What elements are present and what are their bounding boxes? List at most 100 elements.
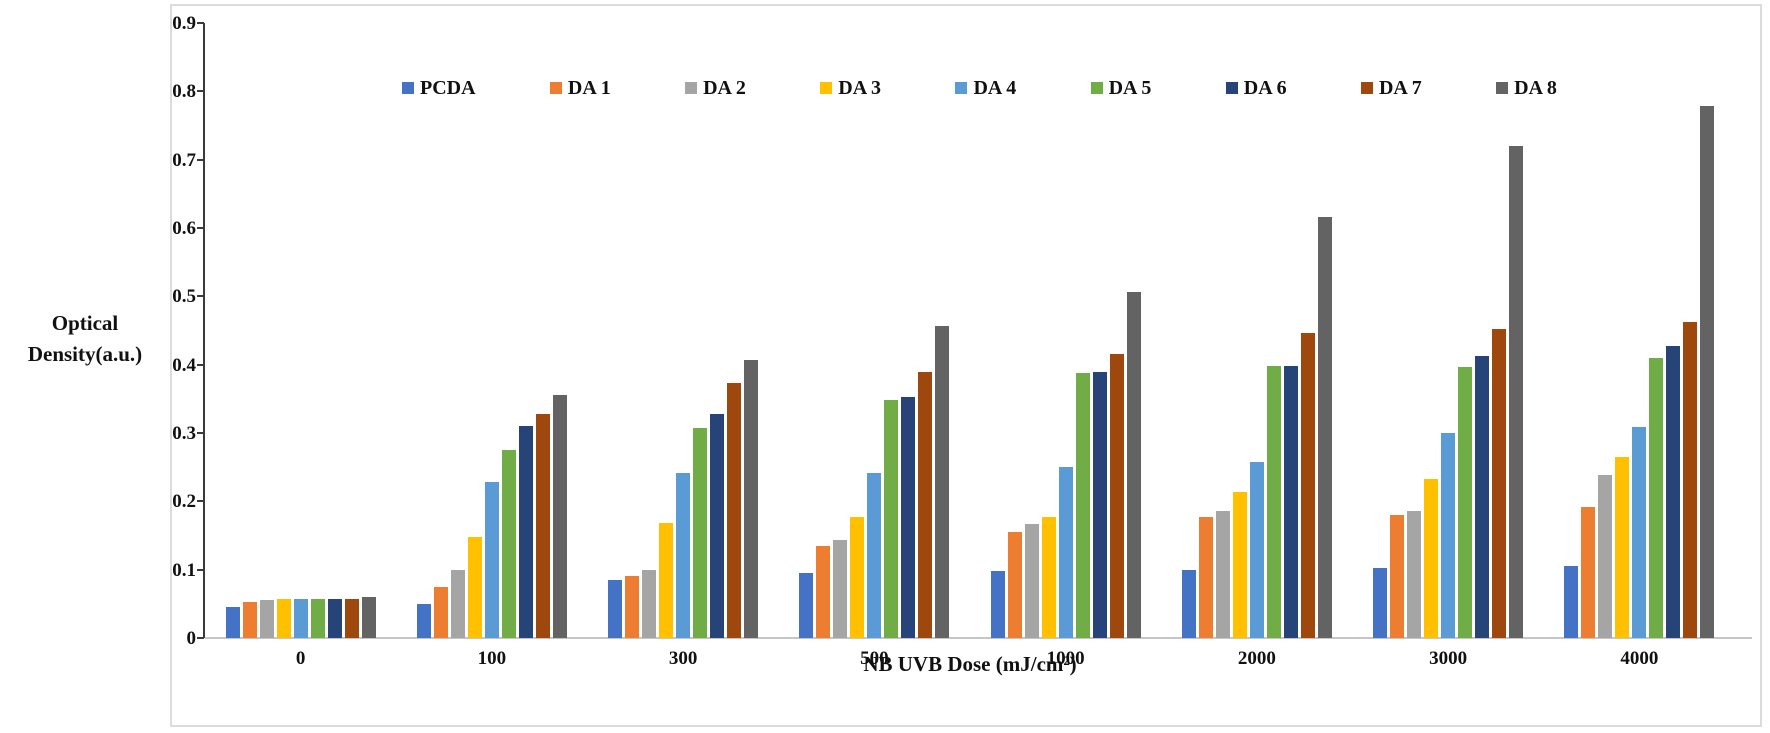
y-tick-label-0.4: 0.4 xyxy=(172,354,196,376)
bar-da4-dose-100 xyxy=(484,482,499,638)
y-tick-label-0.2: 0.2 xyxy=(172,491,196,513)
bar-da2-dose-3000 xyxy=(1407,511,1422,638)
legend-label: DA 7 xyxy=(1378,76,1422,99)
legend-entry-da7: DA 7 xyxy=(1360,76,1422,100)
y-tick-mark xyxy=(197,637,204,639)
y-tick-label-0.7: 0.7 xyxy=(172,149,196,171)
bar-da8-dose-4000 xyxy=(1700,106,1715,638)
bar-da6-dose-100 xyxy=(518,426,533,638)
y-tick-label-0.9: 0.9 xyxy=(172,13,196,34)
bar-da5-dose-100 xyxy=(501,450,516,638)
legend-entry-da3: DA 3 xyxy=(820,77,881,100)
bar-da8-dose-2000 xyxy=(1317,217,1332,638)
x-axis-category-labels: 0 100 300 500 1000 2000 3000 4000 xyxy=(205,648,1735,670)
x-category-label-100: 100 xyxy=(477,648,507,669)
bar-da7-dose-4000 xyxy=(1683,322,1698,638)
x-category-label-4000: 4000 xyxy=(1620,648,1659,669)
bar-group-4000 xyxy=(1544,23,1735,638)
bar-da2-dose-300 xyxy=(642,570,657,638)
legend-entry-da5: DA 5 xyxy=(1090,77,1151,100)
bar-da2-dose-1000 xyxy=(1024,524,1039,638)
plot-area xyxy=(205,23,1735,638)
y-tick-mark xyxy=(197,158,204,161)
bar-pcda-dose-3000 xyxy=(1373,568,1388,638)
bar-da2-dose-100 xyxy=(450,570,465,638)
x-category-label-1000: 1000 xyxy=(1046,648,1085,669)
bar-da3-dose-300 xyxy=(659,523,674,638)
x-category-label-3000: 3000 xyxy=(1429,648,1468,669)
bar-da5-dose-2000 xyxy=(1266,366,1281,638)
bar-da8-dose-1000 xyxy=(1126,292,1141,638)
y-tick-mark xyxy=(197,568,204,571)
bar-da4-dose-0 xyxy=(293,599,308,638)
bar-da3-dose-500 xyxy=(850,517,865,638)
y-tick-label-0.6: 0.6 xyxy=(172,218,196,239)
y-axis-title-line1: Optical xyxy=(51,311,119,335)
bar-da7-dose-100 xyxy=(535,414,550,638)
bar-da6-dose-2000 xyxy=(1283,366,1298,638)
legend-swatch-icon xyxy=(1360,82,1373,94)
y-axis-title-line2: Density(a.u.) xyxy=(27,342,143,366)
bar-da8-dose-0 xyxy=(361,597,376,638)
bar-da3-dose-0 xyxy=(276,599,291,638)
bar-group-1000 xyxy=(970,23,1161,638)
legend-label: DA 2 xyxy=(703,76,746,99)
bar-pcda-dose-500 xyxy=(799,573,814,638)
y-tick-mark xyxy=(197,500,204,503)
legend-swatch-icon xyxy=(549,82,562,94)
bar-da6-dose-500 xyxy=(901,397,916,638)
bar-pcda-dose-1000 xyxy=(990,571,1005,638)
legend-swatch-icon xyxy=(685,82,698,94)
bar-group-100 xyxy=(396,23,587,638)
legend-label: DA 3 xyxy=(838,76,882,99)
bar-da8-dose-100 xyxy=(552,395,567,638)
bar-da3-dose-1000 xyxy=(1041,517,1056,638)
x-category-label-2000: 2000 xyxy=(1237,648,1276,669)
y-tick-label-0.8: 0.8 xyxy=(172,81,196,103)
legend-label: DA 8 xyxy=(1514,76,1557,99)
bar-group-300 xyxy=(588,23,779,638)
bar-da1-dose-4000 xyxy=(1581,507,1596,638)
legend-label: DA 6 xyxy=(1243,76,1287,99)
y-tick-mark xyxy=(197,90,204,93)
y-tick-label-0: 0 xyxy=(186,628,197,649)
bar-da1-dose-0 xyxy=(242,602,257,638)
bar-da8-dose-300 xyxy=(744,360,759,638)
bar-da7-dose-500 xyxy=(918,372,933,638)
bar-da4-dose-300 xyxy=(676,473,691,638)
bar-da2-dose-4000 xyxy=(1598,475,1613,638)
bar-da1-dose-300 xyxy=(625,576,640,638)
legend-entry-da2: DA 2 xyxy=(685,77,746,100)
bar-da7-dose-0 xyxy=(344,599,359,638)
y-axis-line xyxy=(203,23,205,638)
bar-da6-dose-0 xyxy=(327,599,342,638)
bar-da4-dose-1000 xyxy=(1058,467,1073,638)
legend-label: DA 4 xyxy=(973,76,1017,99)
bar-da4-dose-500 xyxy=(867,473,882,638)
y-tick-label-0.1: 0.1 xyxy=(172,559,196,581)
bar-pcda-dose-4000 xyxy=(1564,566,1579,638)
legend-entry-da6: DA 6 xyxy=(1225,76,1287,100)
legend-swatch-icon xyxy=(402,82,414,94)
bar-group-3000 xyxy=(1353,23,1544,638)
bar-da7-dose-2000 xyxy=(1300,333,1315,638)
bar-da8-dose-500 xyxy=(935,326,950,638)
legend-swatch-icon xyxy=(1496,82,1509,94)
bar-da2-dose-0 xyxy=(259,600,274,638)
bar-da7-dose-1000 xyxy=(1109,354,1124,638)
bar-da3-dose-100 xyxy=(467,537,482,638)
y-tick-mark xyxy=(197,432,204,434)
bar-group-0 xyxy=(205,23,396,638)
legend-entry-da8: DA 8 xyxy=(1496,77,1557,100)
y-tick-label-0.5: 0.5 xyxy=(172,286,196,308)
legend-entry-da1: DA 1 xyxy=(549,77,611,100)
bar-da1-dose-2000 xyxy=(1198,517,1213,638)
bar-da8-dose-3000 xyxy=(1509,146,1524,638)
y-tick-mark xyxy=(197,295,204,298)
bar-da2-dose-2000 xyxy=(1215,511,1230,638)
bar-da5-dose-1000 xyxy=(1075,373,1090,638)
legend: PCDA DA 1 DA 2 DA 3 DA 4 DA 5 DA 6 DA 7 DA 8 xyxy=(402,76,1557,100)
y-tick-mark xyxy=(197,22,204,24)
y-axis-title: Optical Density(a.u.) xyxy=(10,308,160,370)
bar-da5-dose-300 xyxy=(693,428,708,638)
